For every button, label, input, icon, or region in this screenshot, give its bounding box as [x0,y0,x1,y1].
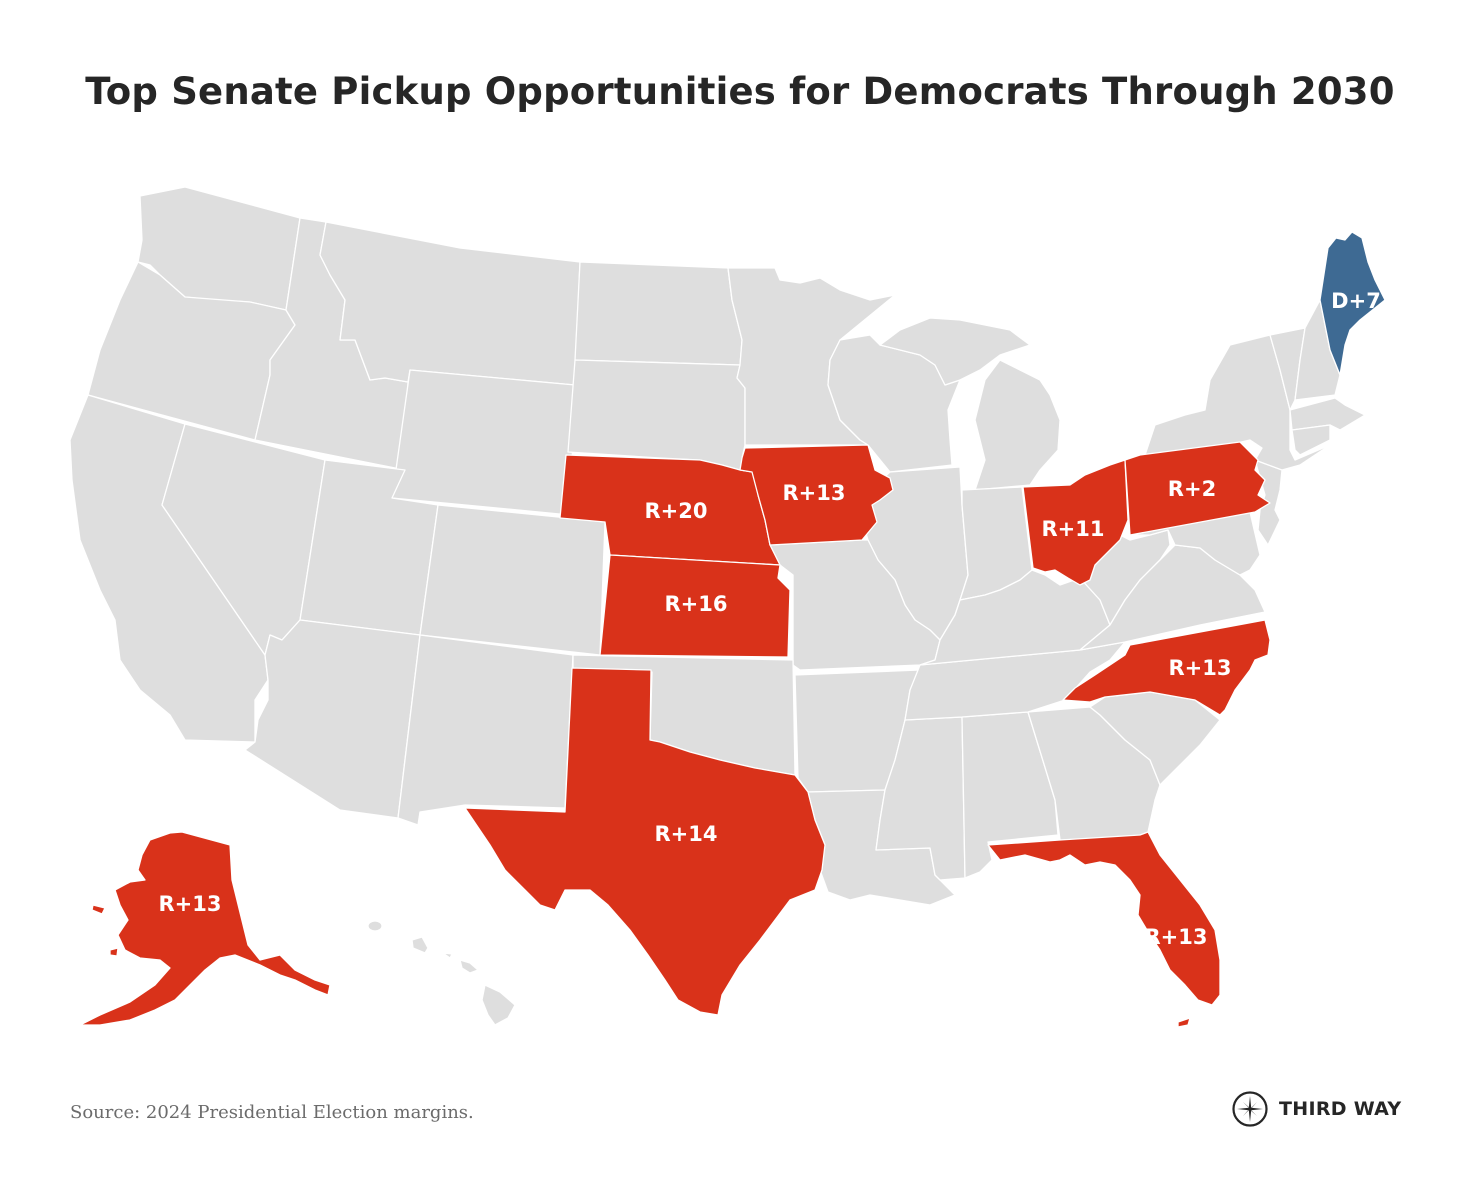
label-kansas: R+16 [665,592,728,616]
state-alaska[interactable] [79,831,331,1026]
label-pennsylvania: R+2 [1168,477,1216,501]
state-maryland [1129,511,1261,576]
state-new-york [1139,334,1331,471]
state-florida[interactable] [987,831,1221,1006]
source-note: Source: 2024 Presidential Election margi… [70,1102,474,1123]
state-labels: R+20 R+13 R+16 R+11 R+2 R+13 R+14 R+13 R… [159,289,1381,949]
state-north-dakota [574,261,743,366]
label-florida: R+13 [1145,925,1208,949]
state-hawaii [367,920,516,1026]
label-maine: D+7 [1331,289,1381,313]
state-connecticut [1291,424,1331,456]
neutral-states [69,186,1366,906]
state-arizona [244,619,421,819]
highlighted-states [79,231,1386,1028]
state-iowa[interactable] [739,444,894,546]
state-south-dakota [567,359,751,471]
label-texas: R+14 [655,822,718,846]
map-title: Top Senate Pickup Opportunities for Demo… [85,70,1395,113]
third-way-logo: THIRD WAY [1231,1090,1401,1128]
state-missouri [769,539,941,671]
state-wyoming [391,369,576,516]
label-ohio: R+11 [1042,517,1105,541]
state-maine[interactable] [1319,231,1386,376]
state-pennsylvania[interactable] [1124,441,1271,536]
state-north-carolina[interactable] [1062,619,1271,716]
label-alaska: R+13 [159,892,222,916]
state-texas[interactable] [464,667,826,1016]
state-new-mexico [397,634,574,826]
state-kentucky [919,569,1111,666]
state-colorado [419,504,606,656]
label-nebraska: R+20 [645,499,708,523]
label-iowa: R+13 [783,481,846,505]
state-kansas[interactable] [599,554,791,658]
label-north-carolina: R+13 [1169,656,1232,680]
state-michigan [879,317,1061,491]
logo-text: THIRD WAY [1279,1098,1402,1120]
state-ohio[interactable] [1022,459,1129,586]
compass-star-icon [1232,1091,1268,1127]
